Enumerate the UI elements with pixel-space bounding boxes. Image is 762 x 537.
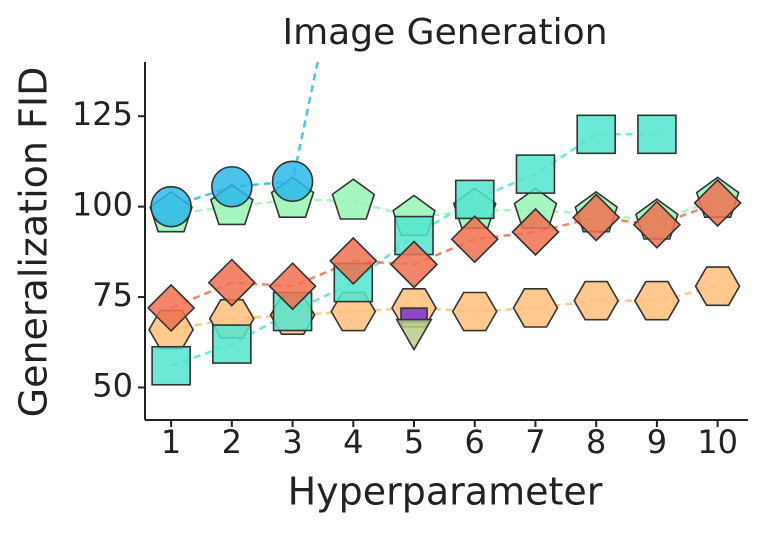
marker [331,178,376,220]
marker [637,114,677,155]
series-line [170,284,718,331]
marker [329,236,378,286]
marker [693,178,742,228]
marker [212,324,252,364]
marker [576,114,616,155]
x-tick-label: 1 [161,423,181,461]
marker [450,215,499,264]
chart-title: Image Generation [282,12,607,53]
marker [573,280,620,321]
marker [454,179,495,220]
marker [511,207,560,257]
marker [207,258,256,307]
x-tick-label: 4 [343,423,363,461]
marker [632,200,682,249]
marker [395,318,433,352]
marker [146,283,196,333]
marker [271,160,314,203]
x-tick-label: 8 [586,423,606,461]
marker [150,185,192,228]
plot-area [146,62,742,386]
x-tick-label: 10 [697,423,738,461]
x-tick-label: 2 [222,423,242,461]
marker [572,193,621,242]
y-tick-label: 100 [72,186,133,224]
x-axis-label: Hyperparameter [288,470,603,514]
marker [211,165,253,208]
marker [633,280,680,321]
y-tick-label: 50 [92,366,133,404]
x-tick-label: 5 [404,423,424,461]
series-line [170,201,719,310]
y-tick-label: 125 [72,95,133,133]
x-tick-label: 7 [525,423,545,461]
marker [151,345,191,386]
y-tick-label: 75 [92,276,133,314]
y-axis-label: Generalization FID [12,67,56,418]
marker [694,266,741,307]
marker [268,262,317,311]
x-tick-label: 9 [647,423,667,461]
marker [389,240,439,289]
marker [512,287,559,328]
x-tick-label: 6 [465,423,485,461]
marker [451,291,498,332]
series-line [170,198,719,223]
marker [515,154,556,194]
x-tick-label: 3 [282,423,302,461]
